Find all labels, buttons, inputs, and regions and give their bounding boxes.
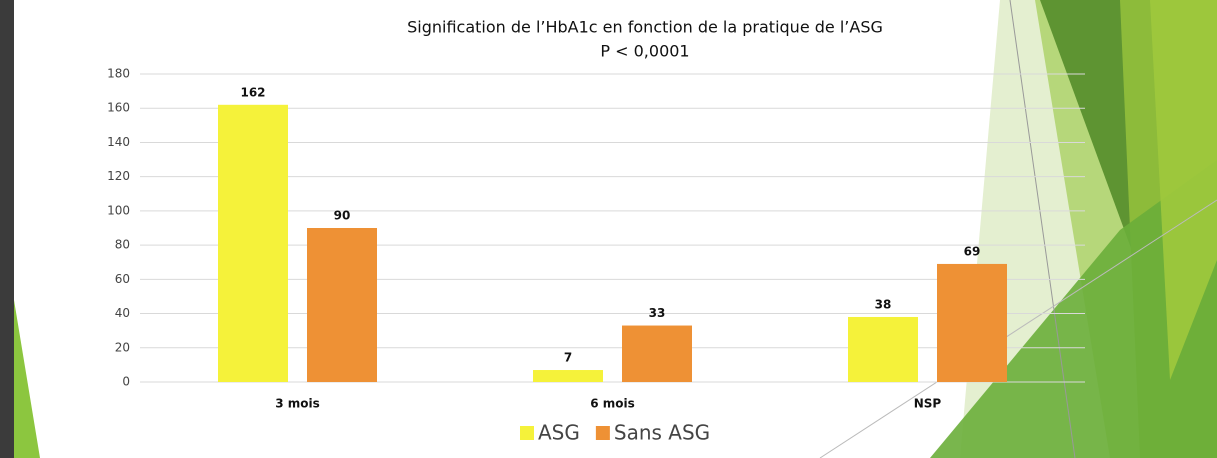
x-tick-label: 6 mois bbox=[590, 397, 635, 411]
bar bbox=[307, 228, 377, 382]
value-label: 38 bbox=[875, 297, 892, 311]
value-label: 7 bbox=[564, 351, 572, 365]
value-label: 90 bbox=[334, 209, 351, 223]
bar bbox=[937, 264, 1007, 382]
bar bbox=[848, 317, 918, 382]
y-tick-label: 0 bbox=[122, 375, 130, 389]
y-tick-label: 40 bbox=[115, 306, 130, 320]
chart: Signification de l’HbA1c en fonction de … bbox=[0, 0, 1217, 458]
y-tick-label: 160 bbox=[107, 101, 130, 115]
legend-label: ASG bbox=[538, 421, 580, 445]
bar bbox=[218, 105, 288, 382]
y-tick-label: 80 bbox=[115, 238, 130, 252]
value-label: 69 bbox=[964, 244, 981, 258]
legend-swatch bbox=[596, 426, 610, 440]
y-tick-label: 180 bbox=[107, 67, 130, 81]
y-tick-label: 20 bbox=[115, 340, 130, 354]
bar bbox=[533, 370, 603, 382]
x-tick-label: 3 mois bbox=[275, 397, 320, 411]
y-tick-label: 140 bbox=[107, 135, 130, 149]
legend-label: Sans ASG bbox=[614, 421, 710, 445]
value-label: 162 bbox=[240, 85, 265, 99]
bar bbox=[622, 326, 692, 382]
value-label: 33 bbox=[649, 306, 666, 320]
chart-subtitle: P < 0,0001 bbox=[600, 42, 689, 61]
legend-swatch bbox=[520, 426, 534, 440]
y-tick-label: 120 bbox=[107, 169, 130, 183]
x-tick-label: NSP bbox=[914, 397, 942, 411]
chart-title: Signification de l’HbA1c en fonction de … bbox=[407, 18, 883, 37]
y-tick-label: 100 bbox=[107, 203, 130, 217]
frame-edge bbox=[0, 0, 14, 458]
y-tick-label: 60 bbox=[115, 272, 130, 286]
